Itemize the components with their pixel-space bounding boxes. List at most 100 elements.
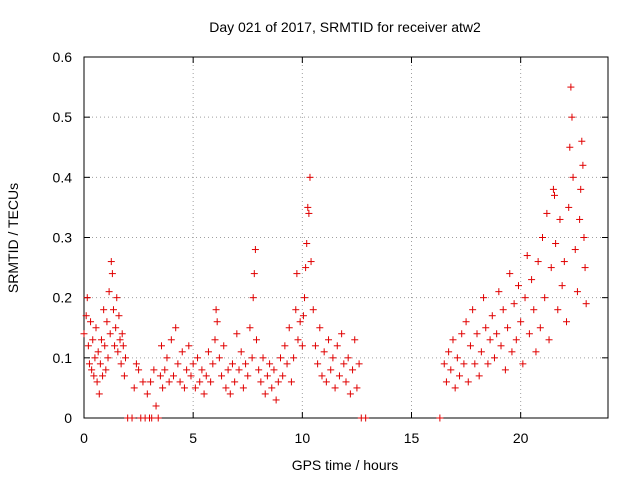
data-point [322,378,330,386]
data-point [558,282,566,290]
data-point [551,191,559,199]
data-point [272,396,280,404]
data-point [135,366,143,374]
data-point [94,348,102,356]
data-point [495,288,503,296]
data-point [200,390,208,398]
data-point [174,360,182,368]
data-point [239,384,247,392]
data-point [172,324,180,332]
data-point [281,342,289,350]
y-tick-label: 0 [64,410,72,426]
data-point [530,306,538,314]
data-point [471,360,479,368]
data-point [571,246,579,254]
data-point [303,240,311,248]
data-point [331,384,339,392]
data-point [111,342,119,350]
data-point [327,366,335,374]
y-axis-label: SRMTID / TECUs [5,183,21,293]
data-point [196,378,204,386]
data-point [165,378,173,386]
y-tick-label: 0.5 [53,109,73,125]
y-tick-label: 0.2 [53,290,73,306]
data-point [349,366,357,374]
data-point [242,360,250,368]
data-point [565,203,573,211]
data-point [477,348,485,356]
data-point [233,330,241,338]
data-point [244,372,252,380]
x-axis-label: GPS time / hours [292,457,399,473]
data-point [283,360,291,368]
data-point [215,354,223,362]
data-point [87,318,95,326]
data-point [362,414,370,422]
y-tick-label: 0.4 [53,169,73,185]
data-point [306,173,314,181]
data-point [582,300,590,308]
data-point [112,324,120,332]
data-point [305,209,313,217]
data-point [93,378,101,386]
data-point [523,252,531,260]
data-point [543,209,551,217]
data-point [302,264,310,272]
data-point [84,342,92,350]
data-point [116,336,124,344]
data-point [307,258,315,266]
data-point [106,330,114,338]
data-point [309,306,317,314]
data-point [119,342,127,350]
data-point [100,306,108,314]
data-point [279,372,287,380]
data-point [89,336,97,344]
data-point [261,390,269,398]
data-point [549,185,557,193]
data-point [187,372,195,380]
data-point [249,294,257,302]
data-point [536,324,544,332]
data-point [117,360,125,368]
data-point [517,318,525,326]
data-point [101,342,109,350]
data-point [237,348,245,356]
data-point [508,348,516,356]
data-point [285,324,293,332]
data-point [139,378,147,386]
data-point [270,366,278,374]
data-point [577,185,585,193]
data-point [563,318,571,326]
data-point [475,372,483,380]
data-point [338,330,346,338]
data-point [514,282,522,290]
data-point [460,360,468,368]
data-point [296,318,304,326]
x-tick-label: 0 [80,430,88,446]
data-point [266,360,274,368]
data-point [521,294,529,302]
data-point [314,360,322,368]
data-point [292,306,300,314]
data-point [453,354,461,362]
data-point [560,258,568,266]
data-point [436,414,444,422]
data-point [180,384,188,392]
data-point [573,288,581,296]
data-point [268,384,276,392]
data-point [506,270,514,278]
data-point [301,294,309,302]
data-point [298,342,306,350]
data-point [130,384,138,392]
data-point [83,294,91,302]
data-point [567,83,575,91]
data-point [277,354,284,362]
data-point [252,336,260,344]
data-point [226,390,234,398]
data-point [250,270,258,278]
data-point [218,372,226,380]
data-point [159,384,167,392]
data-point [194,354,202,362]
data-point [318,372,326,380]
data-point [287,378,295,386]
